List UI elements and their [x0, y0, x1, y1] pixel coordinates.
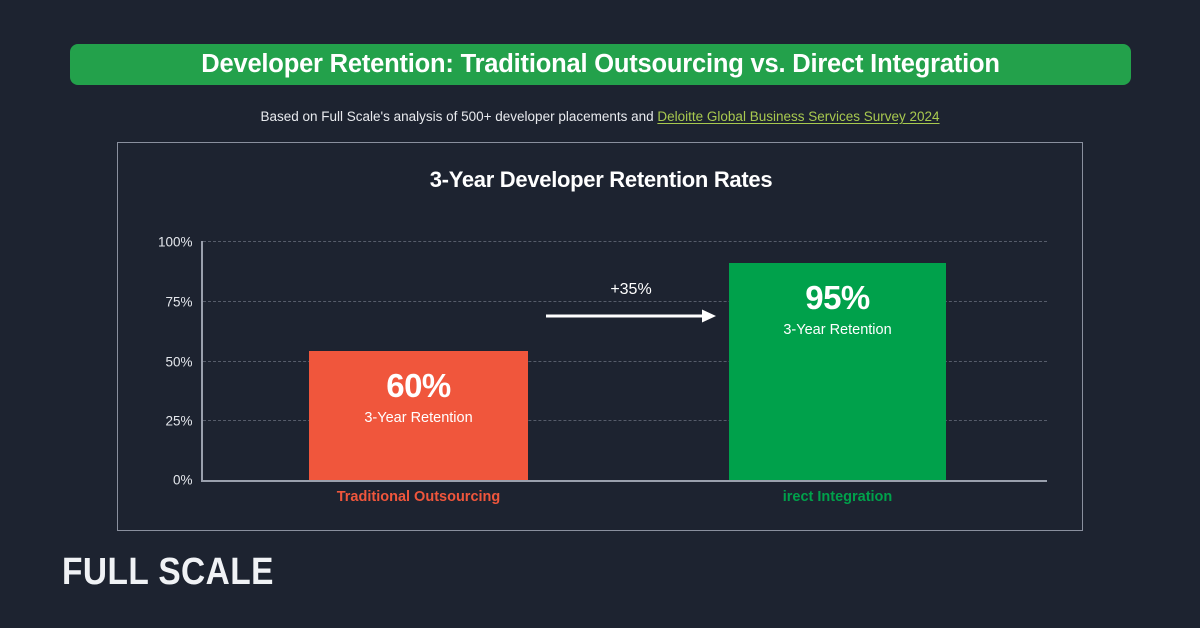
subtitle-source-line: Based on Full Scale's analysis of 500+ d…	[0, 109, 1200, 124]
title-banner: Developer Retention: Traditional Outsour…	[70, 44, 1131, 85]
ytick-label-50: 50%	[165, 354, 193, 369]
delta-annotation-label: +35%	[610, 281, 652, 298]
bar-value-0: 60%	[386, 367, 451, 404]
category-label-traditional-outsourcing: Traditional Outsourcing	[336, 489, 501, 505]
bar-sublabel-1: 3-Year Retention	[783, 321, 892, 338]
gridline-100: 100%	[158, 235, 1047, 250]
chart-panel: 3-Year Developer Retention Rates 100% 75…	[117, 142, 1083, 531]
ytick-label-25: 25%	[165, 413, 193, 429]
chart-title: 3-Year Developer Retention Rates	[429, 167, 773, 192]
ytick-label-0: 0%	[172, 472, 193, 488]
x-axis-line	[201, 479, 1047, 482]
bar-traditional-outsourcing[interactable]: 60% 3-Year Retention Traditional Outsour…	[309, 351, 528, 505]
bar-direct-integration[interactable]: 95% 3-Year Retention irect Integration	[729, 263, 946, 505]
y-axis-line	[201, 241, 203, 480]
gridline-25: 25%	[165, 414, 1047, 429]
page-title: Developer Retention: Traditional Outsour…	[201, 50, 1000, 78]
subtitle-prefix: Based on Full Scale's analysis of 500+ d…	[260, 109, 658, 124]
ytick-label-100: 100%	[157, 234, 193, 250]
gridline-75: 75%	[165, 294, 1047, 309]
arrow-right-icon	[546, 309, 716, 323]
bar-value-1: 95%	[805, 279, 870, 316]
source-link[interactable]: Deloitte Global Business Services Survey…	[657, 109, 940, 124]
bar-sublabel-0: 3-Year Retention	[364, 409, 473, 426]
ytick-label-75: 75%	[165, 294, 193, 310]
full-scale-logo: FULL SCALE	[62, 551, 274, 593]
gridline-50: 50%	[165, 354, 1047, 369]
plot-area: 100% 75% 50% 25% 0% 60% 3-Year Retention…	[158, 235, 1047, 505]
delta-annotation: +35%	[546, 281, 716, 325]
category-label-direct-integration: irect Integration	[782, 489, 893, 505]
